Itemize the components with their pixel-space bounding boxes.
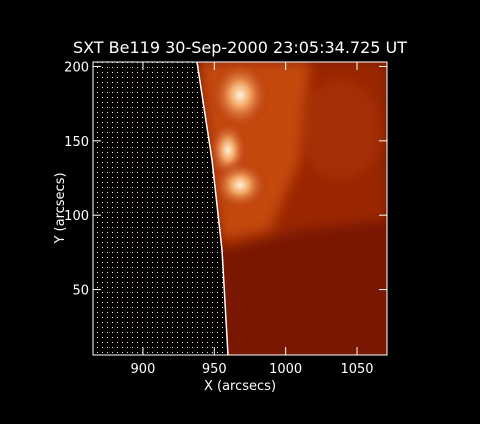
solar-image xyxy=(93,62,387,355)
x-axis-label: X (arcsecs) xyxy=(204,379,276,394)
x-tick-label: 1050 xyxy=(340,362,373,377)
x-tick-label: 1000 xyxy=(269,362,302,377)
y-axis-label: Y (arcsecs) xyxy=(53,172,68,244)
x-tick-label: 950 xyxy=(202,362,227,377)
chart-title: SXT Be119 30-Sep-2000 23:05:34.725 UT xyxy=(73,38,407,57)
y-tick-label: 200 xyxy=(64,60,89,75)
y-tick-label: 150 xyxy=(64,135,89,150)
y-tick-label: 100 xyxy=(64,209,89,224)
plot-frame xyxy=(92,61,388,356)
y-tick-label: 50 xyxy=(72,284,89,299)
x-tick-label: 900 xyxy=(131,362,156,377)
